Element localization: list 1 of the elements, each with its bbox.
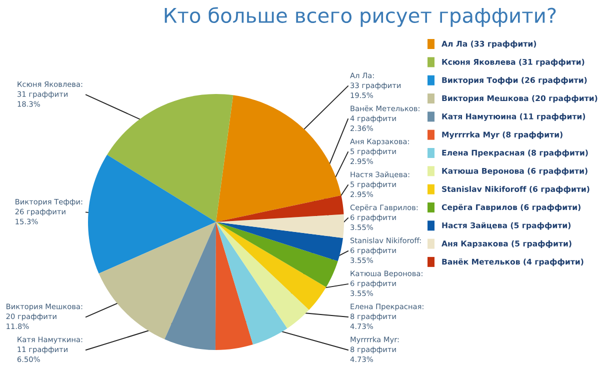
chart-title: Кто больше всего рисует граффити? [164,7,556,27]
